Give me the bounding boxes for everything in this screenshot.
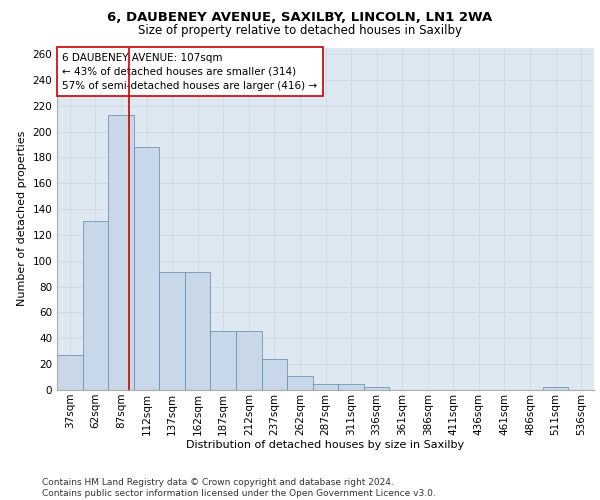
- X-axis label: Distribution of detached houses by size in Saxilby: Distribution of detached houses by size …: [187, 440, 464, 450]
- Text: Contains HM Land Registry data © Crown copyright and database right 2024.
Contai: Contains HM Land Registry data © Crown c…: [42, 478, 436, 498]
- Bar: [313, 384, 338, 390]
- Bar: [57, 355, 83, 390]
- Bar: [287, 376, 313, 390]
- Bar: [262, 359, 287, 390]
- Text: 6, DAUBENEY AVENUE, SAXILBY, LINCOLN, LN1 2WA: 6, DAUBENEY AVENUE, SAXILBY, LINCOLN, LN…: [107, 11, 493, 24]
- Bar: [159, 272, 185, 390]
- Bar: [83, 220, 108, 390]
- Bar: [211, 330, 236, 390]
- Text: Size of property relative to detached houses in Saxilby: Size of property relative to detached ho…: [138, 24, 462, 37]
- Bar: [364, 388, 389, 390]
- Y-axis label: Number of detached properties: Number of detached properties: [17, 131, 27, 306]
- Bar: [185, 272, 211, 390]
- Text: 6 DAUBENEY AVENUE: 107sqm
← 43% of detached houses are smaller (314)
57% of semi: 6 DAUBENEY AVENUE: 107sqm ← 43% of detac…: [62, 52, 317, 90]
- Bar: [134, 147, 159, 390]
- Bar: [108, 114, 134, 390]
- Bar: [338, 384, 364, 390]
- Bar: [543, 388, 568, 390]
- Bar: [236, 330, 262, 390]
